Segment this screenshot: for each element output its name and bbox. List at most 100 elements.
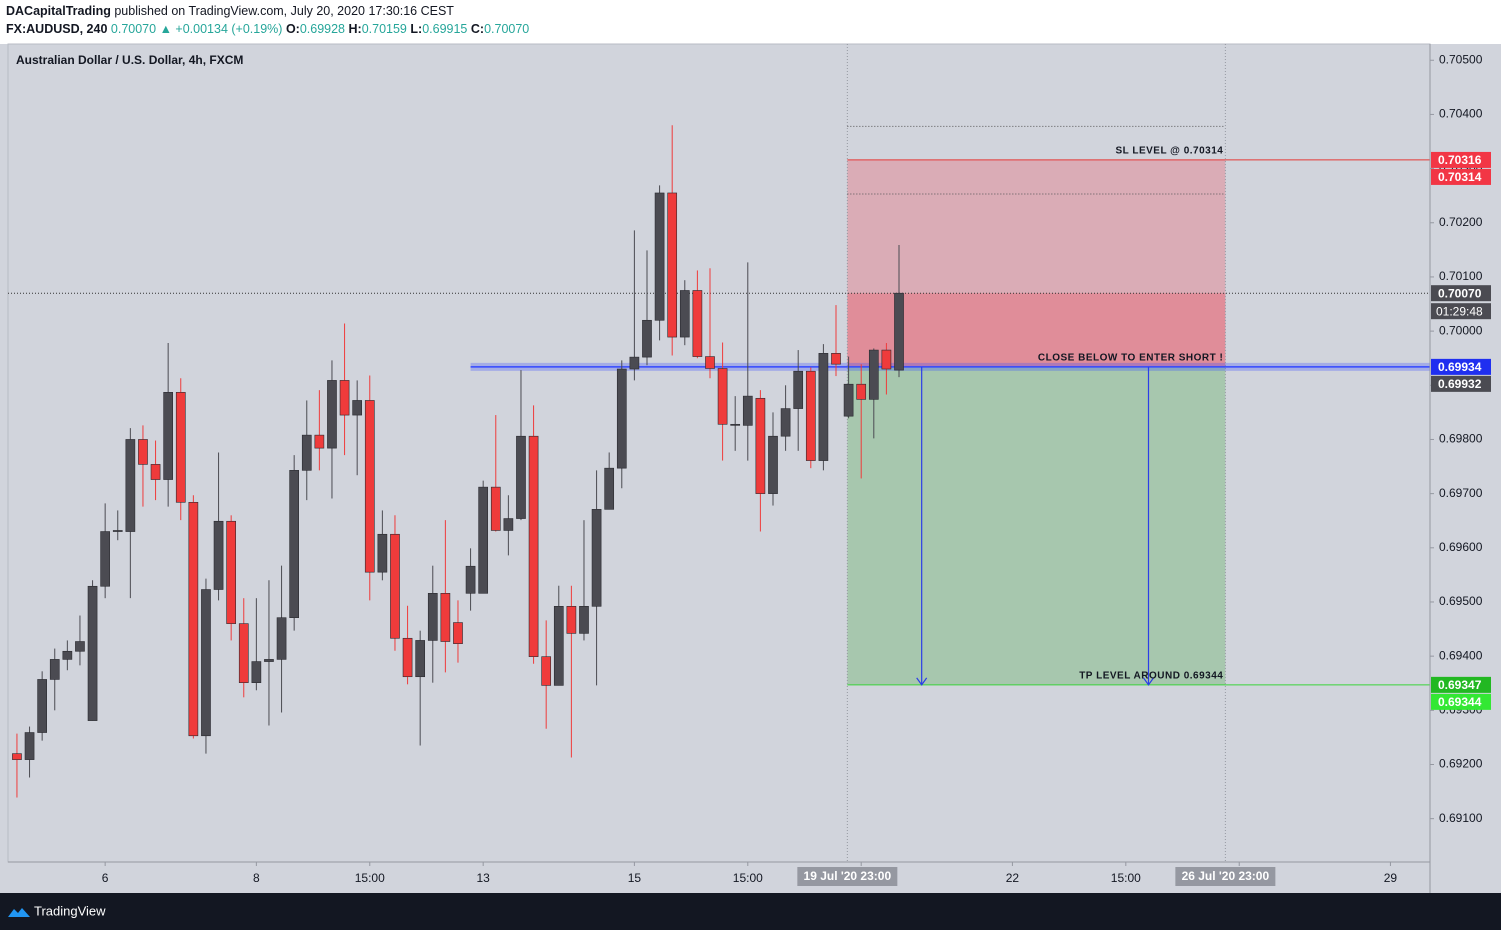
candle-body [24, 732, 35, 760]
candle-body [894, 292, 904, 371]
candle-body [49, 659, 60, 680]
price-badge [1431, 358, 1491, 375]
ohlc-c-value: 0.70070 [484, 22, 529, 36]
price-badge [1431, 676, 1491, 693]
candle-body [818, 353, 829, 461]
candle-body [175, 392, 186, 503]
candle-body [742, 395, 753, 426]
y-tick-label: 0.70100 [1439, 269, 1483, 283]
y-tick-label: 0.69400 [1439, 648, 1483, 662]
y-tick-label: 0.69200 [1439, 757, 1483, 771]
candle-body [654, 192, 665, 321]
time-badge [1175, 867, 1276, 886]
candle-body [62, 650, 73, 660]
candle-body [364, 400, 375, 573]
candle-body [163, 392, 173, 480]
candle-body [679, 290, 690, 338]
candle-body [843, 383, 854, 417]
candle-body [541, 656, 552, 686]
candle-body [201, 589, 211, 737]
y-tick-label: 0.70500 [1439, 52, 1483, 66]
countdown-badge [1431, 303, 1491, 320]
candle-body [238, 623, 249, 683]
candle-body [755, 397, 766, 494]
candle-body [440, 593, 451, 642]
ohlc-l: L: [410, 22, 422, 36]
candle-body [856, 383, 867, 400]
candle-body [87, 585, 98, 721]
candle-body [100, 531, 110, 587]
candle-body [768, 435, 778, 494]
candle-body [717, 368, 728, 425]
price-badge-label: 0.70316 [1438, 153, 1482, 167]
ohlc-o: O: [286, 22, 300, 36]
candle-body [415, 640, 426, 678]
annotation: CLOSE BELOW TO ENTER SHORT ! [1038, 353, 1223, 364]
candle-body [150, 464, 161, 480]
candle-body [793, 370, 804, 409]
candle-body [264, 659, 274, 662]
ohlc-o-value: 0.69928 [300, 22, 345, 36]
header-bg [0, 0, 1501, 44]
chart-title: Australian Dollar / U.S. Dollar, 4h, FXC… [16, 53, 243, 67]
plot-area [7, 43, 1431, 863]
candle-body [427, 593, 438, 641]
time-badge-label: 19 Jul '20 23:00 [804, 869, 892, 883]
y-tick-label: 0.70200 [1439, 215, 1483, 229]
price-badge [1431, 285, 1491, 302]
x-tick-label: 13 [476, 871, 490, 885]
header-line-1: DACapitalTrading published on TradingVie… [6, 4, 454, 18]
price-badge-label: 0.69344 [1438, 695, 1482, 709]
candle-body [75, 641, 85, 652]
price-badge [1431, 151, 1491, 168]
candle-body [301, 434, 312, 471]
x-tick-label: 15:00 [733, 871, 763, 885]
candle-body [112, 530, 123, 532]
candle-body [780, 408, 791, 437]
candle-body [868, 349, 879, 400]
author: DACapitalTrading [6, 4, 111, 18]
price-badge-label: 0.69934 [1438, 360, 1482, 374]
price-badge [1431, 693, 1491, 710]
target-arrow [1143, 366, 1154, 686]
price-badge [1431, 168, 1491, 185]
footer-bg [0, 893, 1501, 930]
candle-body [629, 356, 640, 370]
last: 0.70070 [111, 22, 156, 36]
candle-body [402, 637, 413, 678]
time-badge [797, 867, 898, 886]
price-badge [1431, 375, 1491, 392]
candle-body [276, 617, 287, 660]
ohlc-l-value: 0.69915 [422, 22, 467, 36]
candle-body [339, 380, 350, 416]
ohlc-h-value: 0.70159 [362, 22, 407, 36]
x-tick-label: 29 [1384, 871, 1398, 885]
candle-body [881, 349, 892, 370]
candle-body [805, 370, 816, 461]
candle-body [566, 606, 577, 634]
y-tick-label: 0.69800 [1439, 432, 1483, 446]
price-badge-label: 0.70314 [1438, 170, 1482, 184]
header-line-2: FX:AUDUSD, 240 0.70070 ▲ +0.00134 (+0.19… [6, 22, 529, 36]
candle-body [616, 368, 627, 469]
target-zone [847, 366, 1226, 685]
published: published on TradingView.com, July 20, 2… [114, 4, 454, 18]
y-tick-label: 0.69500 [1439, 594, 1483, 608]
price-badge-label: 0.70070 [1438, 286, 1482, 300]
y-tick-label: 0.69700 [1439, 486, 1483, 500]
symbol: FX:AUDUSD, 240 [6, 22, 107, 36]
candle-body [390, 533, 400, 639]
candle-body [226, 520, 236, 624]
candle-body [705, 356, 715, 369]
brand: TradingView [34, 903, 106, 918]
countdown: 01:29:48 [1436, 304, 1483, 318]
y-tick-label: 0.69600 [1439, 540, 1483, 554]
candle-body [667, 192, 678, 338]
candle-body [503, 518, 514, 531]
x-tick-label: 6 [102, 871, 109, 885]
plot [8, 44, 1430, 862]
candle-body [692, 290, 703, 357]
target-arrow [916, 366, 928, 686]
candle-body [289, 470, 300, 618]
candle-body [188, 501, 199, 737]
